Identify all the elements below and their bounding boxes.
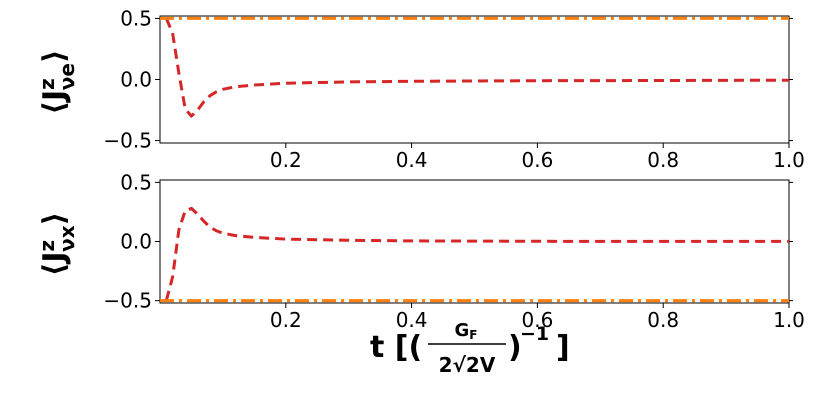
xlabel-num: GF: [455, 320, 478, 342]
ylabel-bottom-sub: νx: [55, 225, 79, 252]
xtick-label: 1.0: [773, 308, 805, 332]
xlabel-end: ]: [556, 330, 570, 365]
xtick-label: 0.2: [270, 308, 302, 332]
xlabel-num-sub: F: [469, 328, 477, 342]
xlabel-close: ): [508, 330, 522, 365]
panel-top: 0.2 0.4 0.6 0.8 1.0 0.5 0.0 −0.5 ⟨Jzνe⟩: [35, 6, 805, 172]
panel-bottom: 0.2 0.4 0.6 0.8 1.0 0.5 0.0 −0.5 ⟨Jzνx⟩ t [( GF…: [35, 170, 805, 377]
ylabel-bottom-main: ⟨J: [37, 252, 72, 277]
xtick-label: 0.6: [521, 308, 553, 332]
xlabel-t: t [(: [370, 330, 422, 365]
ylabel-bottom: ⟨Jzνx⟩: [35, 212, 79, 277]
ylabel-top: ⟨Jzνe⟩: [35, 49, 79, 114]
ytick-label: 0.5: [120, 6, 152, 30]
ytick-label: 0.0: [120, 230, 152, 254]
xtick-label: 0.6: [521, 148, 553, 172]
series-line-dashed: [164, 17, 790, 118]
xtick-label: 0.2: [270, 148, 302, 172]
xlabel-den: 2√2V: [439, 353, 496, 377]
ylabel-top-sub: νe: [55, 63, 79, 90]
ytick-label: −0.5: [103, 289, 152, 313]
xlabel-exp: −1: [520, 323, 549, 345]
xtick-label: 0.4: [396, 148, 428, 172]
xtick-label: 0.4: [396, 308, 428, 332]
ytick-label: 0.0: [120, 68, 152, 92]
series-line-dashed: [164, 206, 789, 301]
ylabel-top-sup: z: [35, 78, 59, 90]
ylabel-top-main: ⟨J: [37, 90, 72, 115]
ytick-label: 0.5: [120, 170, 152, 194]
xtick-label: 0.8: [647, 148, 679, 172]
xlabel: t [( GF 2√2V ) −1 ]: [370, 320, 570, 377]
ylabel-bottom-sup: z: [35, 240, 59, 252]
ytick-label: −0.5: [103, 129, 152, 153]
xtick-label: 0.8: [647, 308, 679, 332]
xtick-label: 1.0: [773, 148, 805, 172]
xlabel-num-main: G: [455, 320, 470, 341]
ylabel-bottom-close: ⟩: [37, 212, 72, 226]
ylabel-top-close: ⟩: [37, 49, 72, 63]
